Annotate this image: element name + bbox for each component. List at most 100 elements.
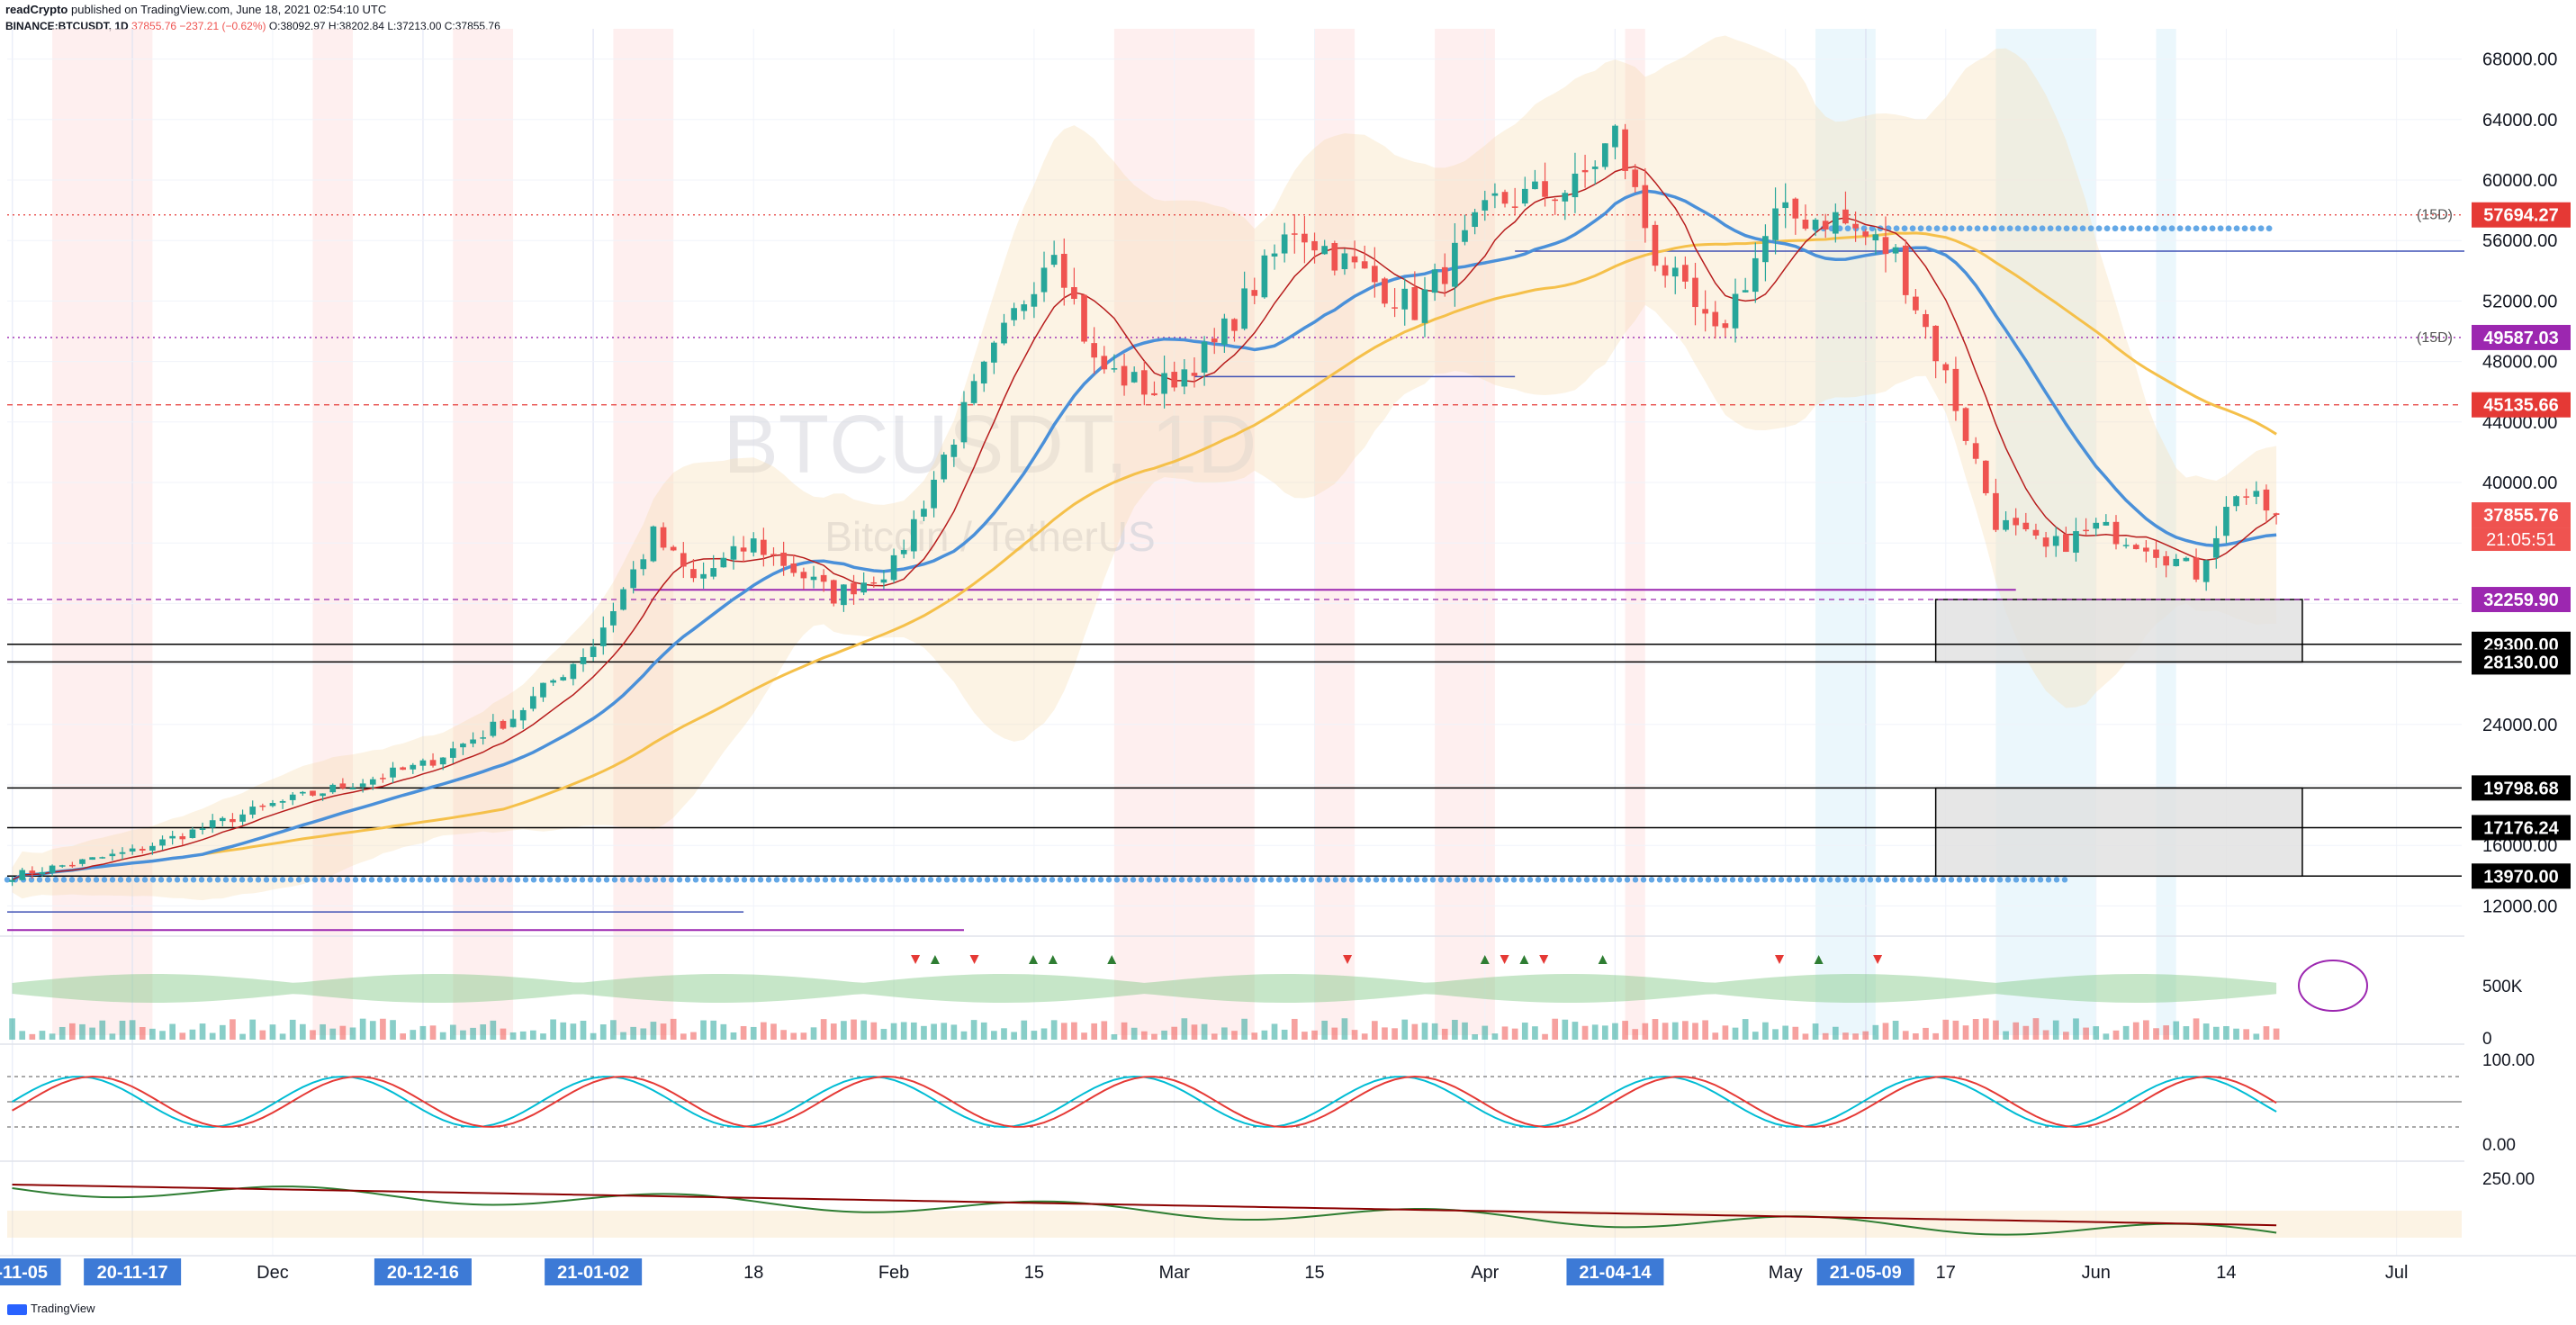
volume-bar [1231,1031,1238,1040]
dotted-level-marker [911,877,918,883]
dotted-level-marker [1877,225,1884,232]
dotted-level-marker [2209,225,2216,232]
dotted-level-marker [2047,225,2054,232]
candle-body [2212,537,2220,558]
price-level-badge [2472,587,2571,613]
volume-bar [1792,1026,1799,1040]
candle-body [169,835,176,839]
candle-body [1732,293,1739,329]
dotted-level-marker [1909,225,1916,232]
candle-body [279,800,286,803]
candle-body [9,879,15,882]
dotted-level-marker [1437,877,1445,883]
price-tick-label: 28000.00 [2482,655,2557,675]
dotted-level-marker [465,877,473,883]
candle-body [750,538,757,553]
dotted-level-marker [93,877,100,883]
candle-body [1431,269,1438,293]
volume-bar [1972,1019,1979,1040]
candle-body [1452,242,1458,287]
candles [9,123,2280,887]
dotted-level-marker [1869,225,1876,232]
candle-body [890,554,897,581]
dotted-level-marker [1332,877,1339,883]
volume-bar [2093,1026,2100,1040]
candle-body [1091,343,1098,358]
dotted-level-marker [336,877,343,883]
price-level-badge [2472,863,2571,889]
volume-bar [1211,1033,1218,1040]
candle-body [2112,521,2120,545]
candle-body [1591,167,1599,169]
candle-body [1662,265,1669,276]
price-levels: (15D) (15D) [4,208,2576,932]
candle-body [950,444,958,457]
volume-bar [921,1025,927,1040]
volume-bar [1401,1019,1409,1040]
volume-bar [1181,1018,1188,1040]
dotted-level-marker [1899,877,1906,883]
symbol-line[interactable]: BINANCE:BTCUSDT, 1D [5,20,129,32]
dotted-level-marker [1178,877,1185,883]
time-label: Jul [2385,1263,2409,1283]
dotted-level-marker [1413,877,1420,883]
time-axis: 20-11-05 20-11-17 Dec 20-12-16 21-01-02 18 Feb… [0,1255,2576,1285]
volume-bar [1441,1028,1448,1040]
volume-bar [1742,1019,1749,1040]
candle-body [1601,143,1608,167]
candle-body [1341,253,1348,270]
dotted-level-marker [2037,877,2044,883]
price-level-badge [2472,775,2571,801]
volume-bar [390,1020,396,1040]
dotted-level-marker [2152,225,2159,232]
candle-body [700,573,707,579]
dotted-level-marker [1721,877,1728,883]
dotted-level-marker [1462,877,1469,883]
sell-signal-icon [1775,955,1785,964]
candle-body [2193,557,2200,580]
dotted-level-marker [708,877,716,883]
dotted-level-marker [1820,225,1827,232]
dotted-level-marker [1940,877,1947,883]
candle-body [910,518,917,552]
volume-bar [149,1028,156,1040]
volume-bar [1031,1031,1038,1040]
volume-bar [2052,1020,2059,1040]
footer-brand[interactable]: TradingView [7,1302,95,1315]
volume-bar [1341,1018,1348,1040]
candle-body [2202,560,2210,582]
dotted-level-marker [1381,877,1388,883]
candle-body [1151,392,1157,396]
volume-bar [1542,1033,1548,1040]
volume-bar [359,1018,366,1040]
dotted-level-marker [1024,877,1031,883]
dotted-level-marker [295,877,302,883]
candle-body [490,721,497,736]
candle-body [1302,233,1308,243]
dotted-level-marker [409,877,416,883]
watermark-description: Bitcoin / TetherUS [824,513,1155,560]
price-level-label: 28130.00 [2483,653,2558,672]
dotted-level-marker [1812,225,1819,232]
publisher-name[interactable]: readCrypto [5,3,68,16]
candle-body [1913,296,1919,311]
dotted-level-marker [1753,877,1761,883]
candle-body [2122,545,2130,546]
candle-body [1972,443,1979,459]
candle-body [119,852,126,854]
candle-body [580,657,587,664]
price-tick-label: 68000.00 [2482,50,2557,70]
dotted-level-marker [12,877,19,883]
volume-bar [1622,1021,1628,1040]
candle-body [1191,373,1198,376]
support-zone-box [1934,599,2303,663]
candle-body [310,790,316,796]
dotted-level-marker [2087,225,2094,232]
volume-bar [1932,1032,1939,1040]
dotted-level-marker [984,877,991,883]
candle-body [219,817,226,822]
price-level-label: 49587.03 [2483,329,2558,348]
time-label: Apr [1471,1263,1499,1283]
volume-bar [2063,1032,2069,1040]
